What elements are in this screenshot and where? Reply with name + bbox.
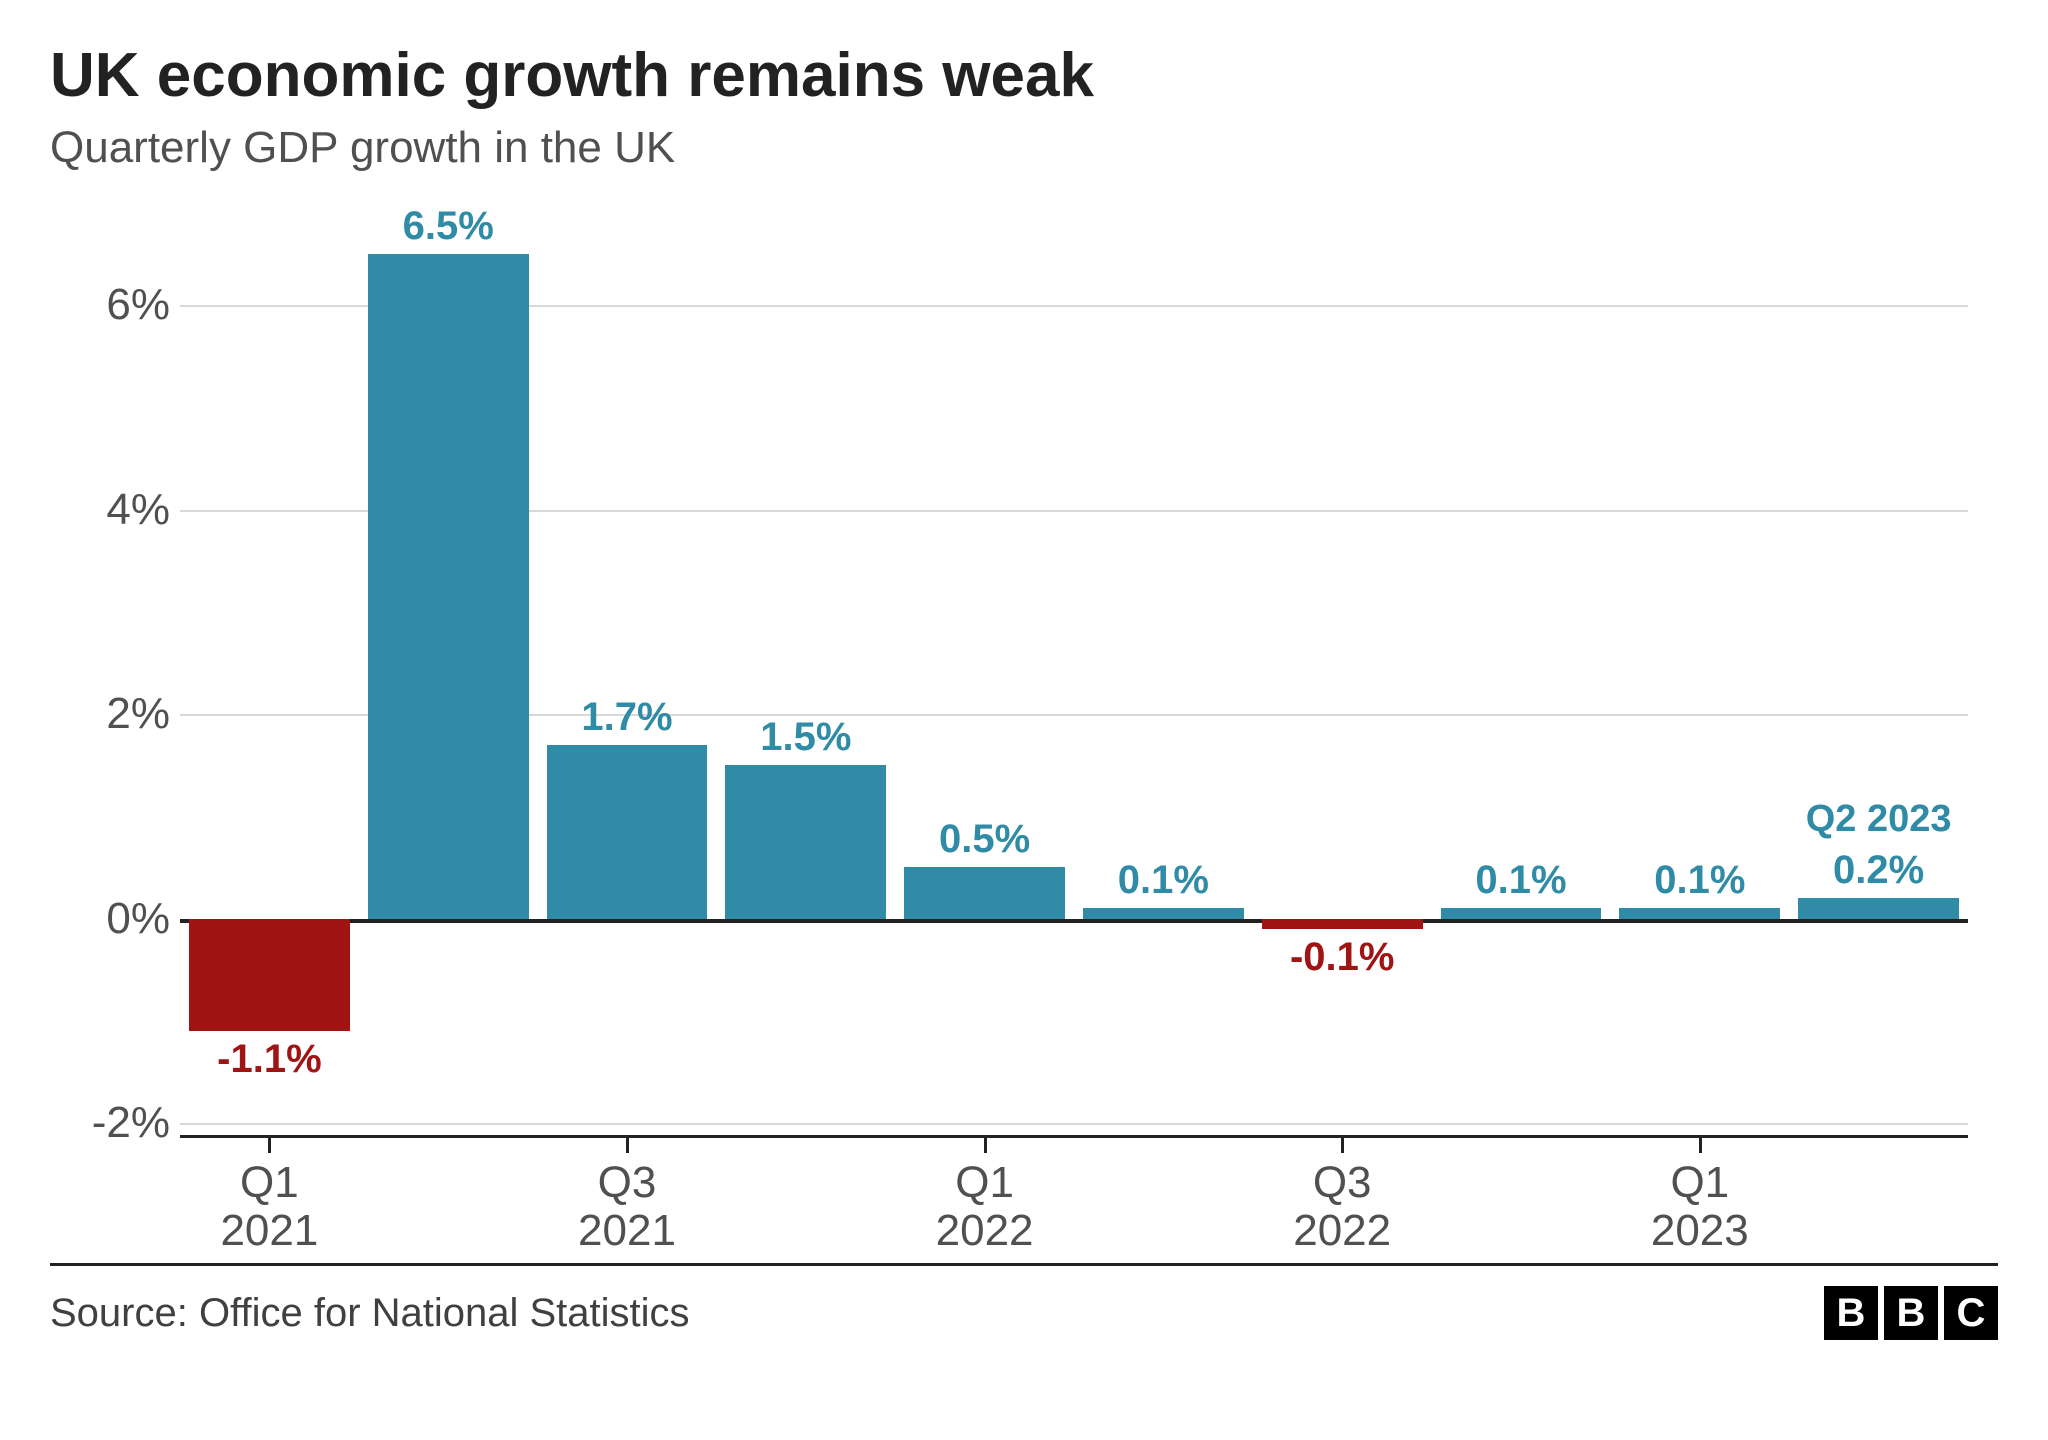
- bar-value-label: 0.1%: [1475, 858, 1566, 903]
- chart-title: UK economic growth remains weak: [50, 40, 1998, 111]
- bar-value-label: 0.1%: [1118, 858, 1209, 903]
- bar-value-label: -1.1%: [217, 1037, 322, 1082]
- bar-value-label: 6.5%: [403, 204, 494, 249]
- bar: [1262, 919, 1423, 929]
- y-axis-label: 6%: [60, 280, 170, 330]
- bar-value-label: 1.7%: [581, 695, 672, 740]
- y-axis-label: 0%: [60, 894, 170, 944]
- bar: [725, 765, 886, 918]
- bar-value-label: -0.1%: [1290, 935, 1395, 980]
- chart-footer: Source: Office for National Statistics B…: [50, 1263, 1998, 1340]
- bar: [1441, 908, 1602, 918]
- bar: [547, 745, 708, 919]
- bbc-logo: B B C: [1824, 1286, 1998, 1340]
- y-axis-label: 2%: [60, 689, 170, 739]
- bar: [189, 919, 350, 1031]
- bar: [1798, 898, 1959, 918]
- bar-value-label: 0.1%: [1654, 858, 1745, 903]
- y-axis-label: -2%: [60, 1098, 170, 1148]
- plot-area: -1.1%Q120216.5%1.7%Q320211.5%0.5%Q120220…: [180, 203, 1968, 1123]
- chart-area: -1.1% Q12021 6.5% 1.7% Q32021 1.5% 0.5% Q12022 0…: [50, 203, 1998, 1263]
- x-axis-label: Q12022: [936, 1135, 1034, 1256]
- x-axis-label: Q12023: [1651, 1135, 1749, 1256]
- bar: [904, 867, 1065, 918]
- logo-letter: C: [1944, 1286, 1998, 1340]
- x-axis-label: Q32022: [1293, 1135, 1391, 1256]
- x-axis-label: Q12021: [220, 1135, 318, 1256]
- bar-value-label: 0.2%: [1833, 848, 1924, 893]
- bar: [1619, 908, 1780, 918]
- bar-value-label: 0.5%: [939, 817, 1030, 862]
- bar: [1083, 908, 1244, 918]
- source-text: Source: Office for National Statistics: [50, 1291, 690, 1336]
- y-axis-label: 4%: [60, 485, 170, 535]
- logo-letter: B: [1884, 1286, 1938, 1340]
- zero-axis-line: [180, 919, 1968, 923]
- gridline: [180, 1123, 1968, 1125]
- chart-subtitle: Quarterly GDP growth in the UK: [50, 123, 1998, 173]
- logo-letter: B: [1824, 1286, 1878, 1340]
- bar-value-label: 1.5%: [760, 715, 851, 760]
- bar-highlight-label: Q2 2023: [1806, 798, 1952, 841]
- x-axis-label: Q32021: [578, 1135, 676, 1256]
- bar: [368, 254, 529, 918]
